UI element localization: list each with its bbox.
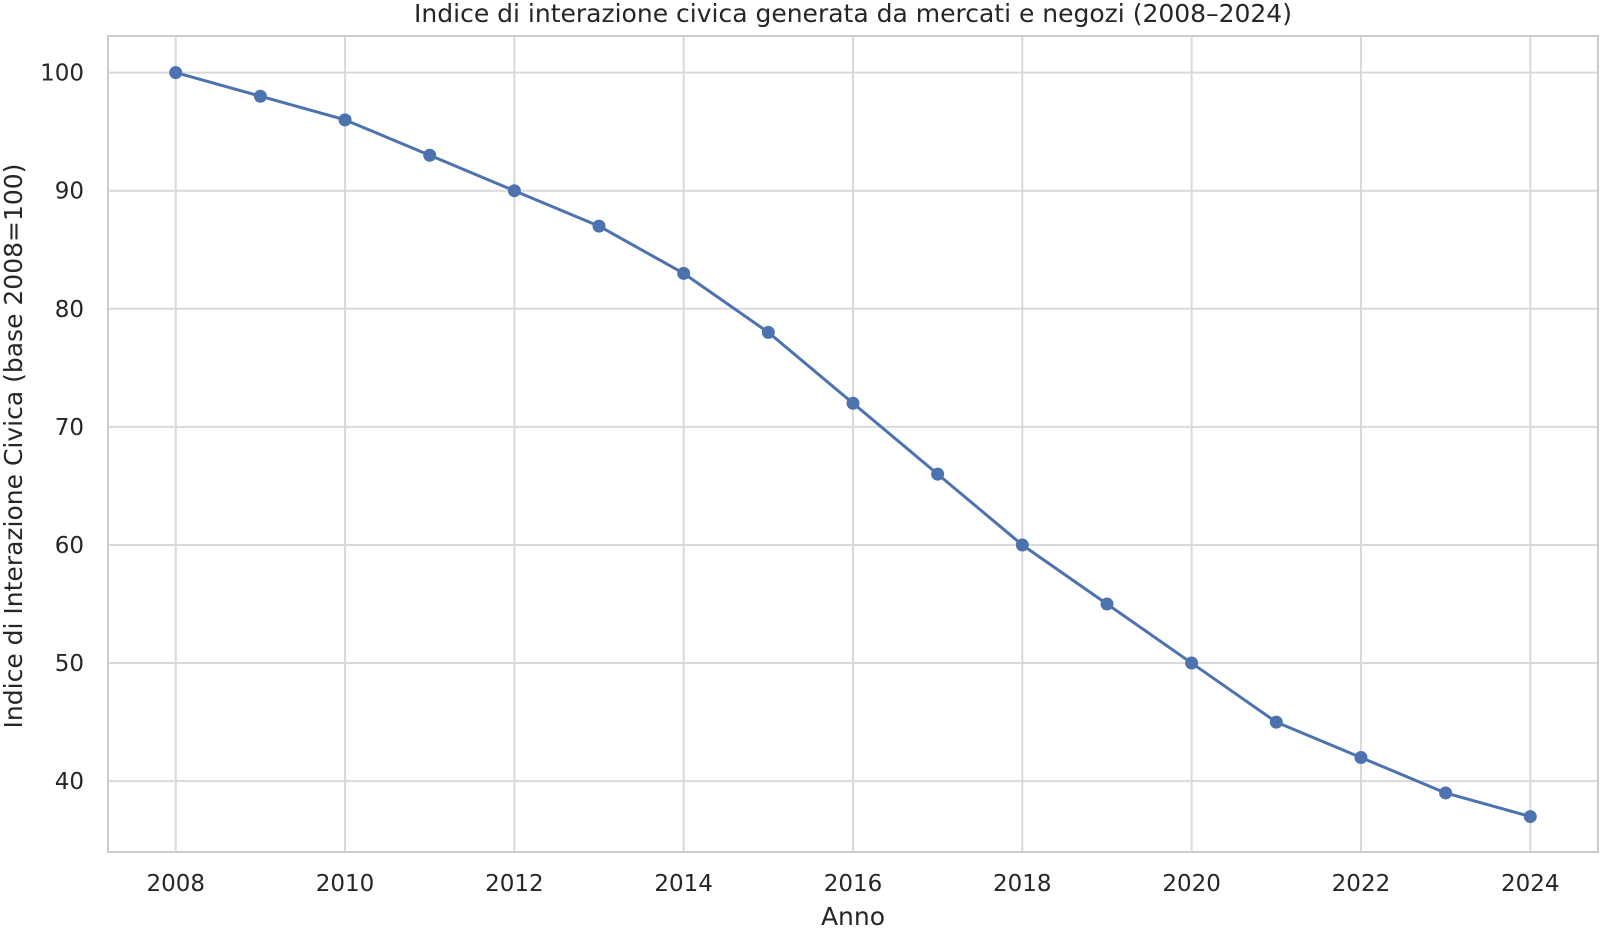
data-point [423, 148, 437, 162]
data-point [846, 396, 860, 410]
data-point [1015, 538, 1029, 552]
data-point [677, 266, 691, 280]
data-point [169, 66, 183, 80]
y-tick-label: 80 [55, 297, 84, 323]
data-point [1185, 656, 1199, 670]
data-point [761, 325, 775, 339]
x-tick-label: 2010 [316, 871, 375, 897]
data-point [1269, 715, 1283, 729]
data-point [1354, 751, 1368, 765]
y-tick-label: 90 [55, 179, 84, 205]
data-point [1523, 810, 1537, 824]
x-tick-label: 2022 [1332, 871, 1391, 897]
data-point [1100, 597, 1114, 611]
y-tick-label: 70 [55, 415, 84, 441]
data-point [338, 113, 352, 127]
tick-labels: 2008 2010 2012 2014 2016 2018 2020 2022 2024 40 50… [40, 61, 1559, 897]
y-axis-label: Indice di Interazione Civica (base 2008=… [0, 164, 28, 729]
data-point [253, 89, 267, 103]
y-tick-label: 50 [55, 651, 84, 677]
y-tick-label: 100 [40, 61, 84, 87]
plot-area-frame [107, 35, 1599, 853]
chart-title: Indice di interazione civica generata da… [414, 0, 1292, 28]
x-tick-label: 2020 [1162, 871, 1221, 897]
x-tick-label: 2024 [1501, 871, 1560, 897]
y-tick-label: 60 [55, 533, 84, 559]
data-point [592, 219, 606, 233]
data-point [931, 467, 945, 481]
x-tick-label: 2014 [654, 871, 713, 897]
x-tick-label: 2012 [485, 871, 544, 897]
x-tick-label: 2016 [824, 871, 883, 897]
series-layer [169, 66, 1537, 824]
x-tick-label: 2008 [146, 871, 205, 897]
grid-lines [108, 36, 1598, 852]
y-tick-label: 40 [55, 769, 84, 795]
data-point [1439, 786, 1453, 800]
x-tick-label: 2018 [993, 871, 1052, 897]
data-point [507, 184, 521, 198]
x-axis-label: Anno [821, 902, 885, 928]
